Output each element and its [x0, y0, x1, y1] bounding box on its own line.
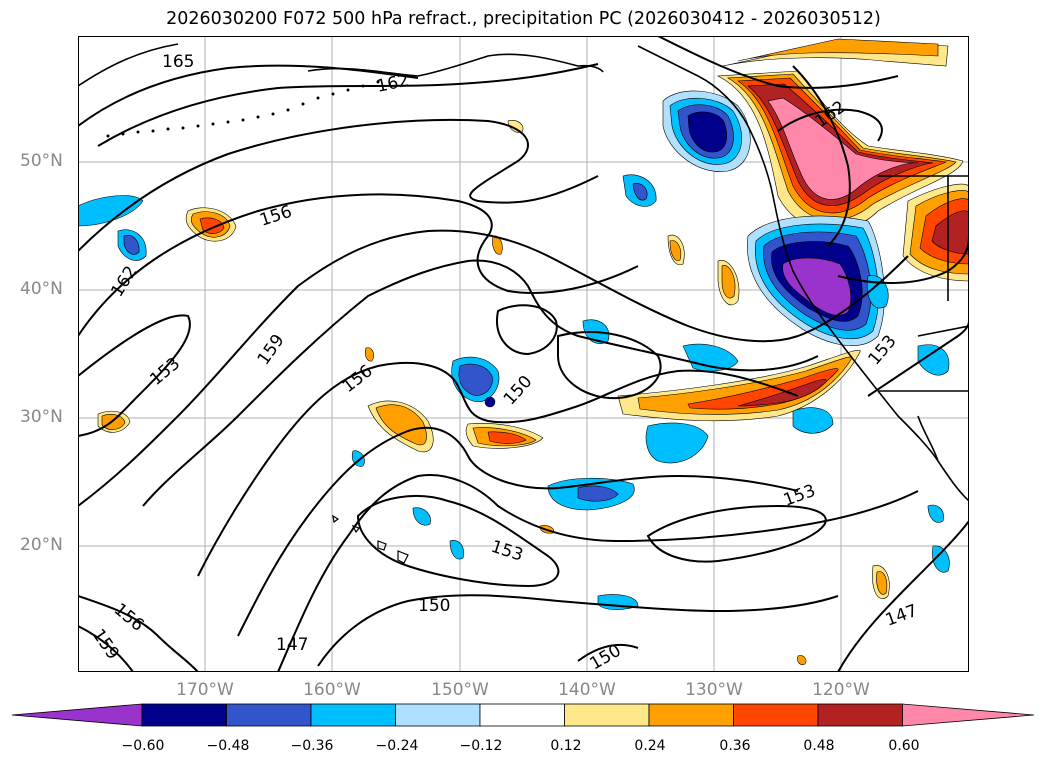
colorbar-segment [817, 703, 903, 727]
contour-label: 159 [254, 331, 289, 369]
colorbar-segment [479, 703, 565, 727]
colorbar-tick: 0.36 [719, 738, 751, 754]
precip-shading [78, 38, 969, 665]
colorbar-segment [310, 703, 396, 727]
contour-label: 156 [110, 600, 148, 636]
contour-label: 153 [146, 354, 184, 390]
lon-label-170w: 170°W [176, 680, 234, 700]
refract-contours [78, 36, 969, 672]
map-plot: 165 162 156 162 153 159 156 150 153 153 … [78, 36, 969, 672]
colorbar-tick: −0.36 [290, 738, 334, 754]
contour-label: 153 [488, 537, 525, 566]
lat-label-50n: 50°N [20, 151, 63, 171]
colorbar-segment [564, 703, 650, 727]
colorbar-segment [141, 703, 227, 727]
colorbar-segment [395, 703, 481, 727]
contour-label: 153 [781, 481, 818, 511]
lon-label-130w: 130°W [685, 680, 743, 700]
map-border [78, 36, 969, 672]
colorbar-segment [226, 703, 312, 727]
contour-label: 147 [276, 635, 308, 655]
contour-label: 150 [418, 596, 450, 616]
coastlines [78, 43, 969, 502]
contour-label: 156 [257, 202, 294, 231]
colorbar-extend-min [11, 703, 143, 727]
colorbar-segments [11, 703, 1035, 727]
hawaii-islands [332, 514, 409, 564]
colorbar-tick: −0.12 [459, 738, 503, 754]
colorbar-tick: 0.12 [550, 738, 582, 754]
colorbar-tick: 0.60 [888, 738, 920, 754]
contour-label: 162 [375, 71, 411, 97]
lat-label-40n: 40°N [20, 279, 63, 299]
colorbar-segment [648, 703, 734, 727]
contour-label: 150 [500, 372, 537, 409]
colorbar [11, 703, 1035, 727]
lat-label-30n: 30°N [20, 407, 63, 427]
lon-label-150w: 150°W [431, 680, 489, 700]
colorbar-tick: 0.48 [803, 738, 835, 754]
contour-label: 156 [339, 361, 377, 397]
contour-label: 165 [162, 52, 194, 72]
colorbar-tick: −0.60 [121, 738, 165, 754]
page-title: 2026030200 F072 500 hPa refract., precip… [166, 9, 881, 29]
lon-label-120w: 120°W [812, 680, 870, 700]
colorbar-tick: −0.48 [206, 738, 250, 754]
lat-label-20n: 20°N [20, 535, 63, 555]
colorbar-segment [733, 703, 819, 727]
contour-label: 159 [88, 625, 123, 663]
lon-label-160w: 160°W [303, 680, 361, 700]
lon-label-140w: 140°W [558, 680, 616, 700]
colorbar-tick: −0.24 [375, 738, 419, 754]
colorbar-extend-max [902, 703, 1035, 727]
colorbar-tick: 0.24 [634, 738, 666, 754]
